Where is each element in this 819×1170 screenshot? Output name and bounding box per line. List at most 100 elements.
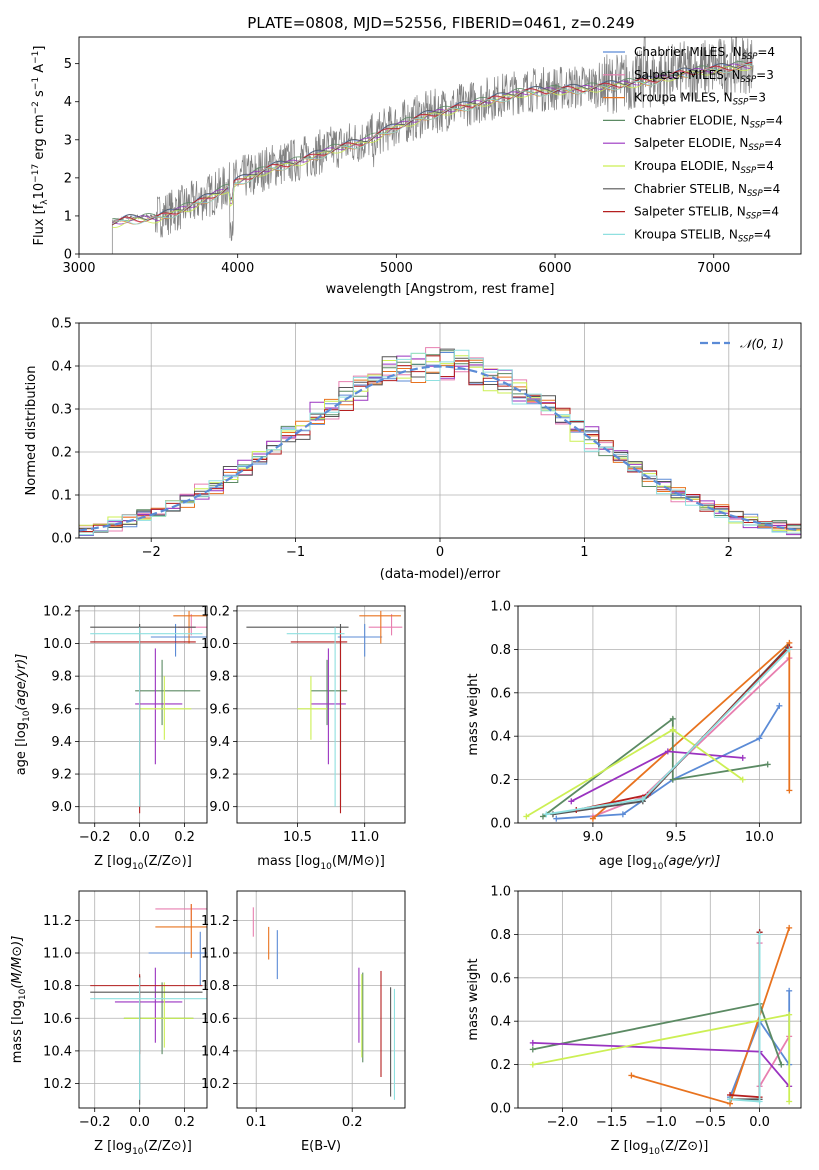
panel-mass_vs_EBV: 0.1 0.2 10.2 10.4 10.6 10.8 11.0 11.2 E(B-V) — [201, 890, 406, 1154]
x-axis-label-text: (age/yr)] — [663, 854, 720, 869]
y-tick-label: 11.2 — [201, 914, 230, 929]
mass-weight-line — [729, 932, 761, 1099]
x-axis-label-sub: 10 — [132, 862, 144, 872]
x-axis-label-text: (Z/Z⊙)] — [660, 1139, 708, 1154]
y-tick-label: 2 — [64, 171, 72, 186]
y-tick-label: 10.2 — [201, 604, 230, 619]
legend-text: =4 — [754, 227, 772, 241]
axes-frame — [517, 890, 802, 1109]
x-tick-label: −2 — [142, 545, 161, 560]
legend-label: Chabrier MILES, NSSP=4 — [634, 45, 775, 62]
x-axis-label: (data-model)/error — [380, 567, 501, 582]
legend-text: Kroupa MILES, N — [634, 91, 733, 105]
y-tick-label: 10.6 — [201, 1012, 230, 1027]
y-tick-label: 0.8 — [490, 928, 511, 943]
x-tick-label: −2.0 — [547, 1115, 579, 1130]
y-tick-label: 0.0 — [51, 532, 72, 547]
y-tick-label: 10.2 — [43, 604, 72, 619]
x-axis-label: E(B-V) — [301, 1139, 341, 1154]
x-axis-label-text: (Z/Z⊙)] — [144, 854, 192, 869]
data-spectrum-line — [111, 37, 754, 254]
y-label-text: ] — [32, 46, 47, 51]
legend-text: =3 — [756, 68, 774, 82]
y-label-text: A — [32, 64, 47, 77]
panel-residuals: −2 −1 0 1 2 0.0 0.1 0.2 0.3 0.4 0.5 (data-model)/er… — [24, 317, 802, 582]
legend-sub: SSP — [747, 189, 763, 199]
y-tick-label: 0.0 — [490, 817, 511, 832]
y-tick-label: 0.1 — [51, 489, 72, 504]
y-tick-label: 0.4 — [51, 360, 72, 375]
y-tick-label: 0 — [64, 248, 72, 263]
x-tick-label: −0.2 — [79, 1115, 111, 1130]
mass-weight-line — [532, 1002, 783, 1065]
model-line — [112, 63, 753, 225]
y-axis-label: Flux [fλ10−17 erg cm−2 s−1 A−1] — [31, 46, 50, 246]
x-tick-label: 0.2 — [342, 1115, 363, 1130]
x-axis-label: Z [log10(Z/Z⊙)] — [611, 1139, 709, 1157]
legend-sub: SSP — [750, 120, 766, 130]
legend-text: =4 — [756, 159, 774, 173]
y-tick-label: 9.8 — [51, 670, 72, 685]
legend-sub: SSP — [748, 143, 764, 153]
model-line — [112, 61, 753, 226]
legend-label: Salpeter ELODIE, NSSP=4 — [634, 136, 782, 153]
x-axis-label-sub: 10 — [652, 862, 664, 872]
plot-area — [523, 639, 793, 822]
y-axis-label: age [log10(age/yr)] — [14, 654, 32, 776]
legend-sub: SSP — [741, 166, 757, 176]
legend-text: Kroupa ELODIE, N — [634, 159, 741, 173]
x-tick-label: 10.0 — [745, 830, 774, 845]
x-tick-label: 4000 — [221, 261, 254, 276]
y-axis-label: Normed distribution — [24, 366, 39, 496]
legend-label: Chabrier ELODIE, NSSP=4 — [634, 113, 783, 130]
x-axis-label-text: age [log — [599, 854, 652, 869]
y-label-text: s — [32, 90, 47, 101]
y-label-sub: λ — [40, 199, 50, 205]
plot-area — [246, 610, 403, 814]
legend-label: 𝒩(0, 1) — [740, 337, 784, 351]
legend-label: Kroupa ELODIE, NSSP=4 — [634, 159, 774, 176]
x-tick-label: 0.0 — [129, 1115, 150, 1130]
x-axis-label-sub: 10 — [649, 1147, 661, 1157]
y-label-text: age [log — [14, 722, 29, 775]
axes-frame — [236, 890, 406, 1109]
y-label-sup: −2 — [31, 101, 41, 114]
x-tick-label: 6000 — [538, 261, 571, 276]
legend-text: Chabrier MILES, N — [634, 45, 742, 59]
y-tick-label: 9.8 — [209, 670, 230, 685]
legend-label: Kroupa STELIB, NSSP=4 — [634, 227, 771, 244]
legend-text: Salpeter STELIB, N — [634, 205, 746, 219]
x-axis-label-text: (M/M⊙)] — [332, 854, 385, 869]
legend-sub: SSP — [741, 75, 757, 85]
axes-frame — [78, 36, 802, 255]
x-tick-label: −0.2 — [79, 830, 111, 845]
y-label-text: (age/yr)] — [14, 654, 29, 711]
legend-sub: SSP — [742, 52, 758, 62]
y-tick-label: 9.2 — [209, 768, 230, 783]
y-axis-label: mass [log10(M/M⊙)] — [10, 936, 28, 1064]
y-label-text: (M/M⊙)] — [10, 936, 25, 989]
mass-weight-line — [592, 640, 791, 820]
y-label-sub: 10 — [22, 710, 32, 722]
y-tick-label: 4 — [64, 95, 72, 110]
legend-text: Salpeter ELODIE, N — [634, 136, 748, 150]
plot-area — [111, 37, 754, 254]
y-tick-label: 9.2 — [51, 768, 72, 783]
legend-text: =4 — [757, 45, 775, 59]
plot-area — [90, 904, 207, 1105]
y-tick-label: 1.0 — [490, 600, 511, 615]
x-axis-label-text: (Z/Z⊙)] — [144, 1139, 192, 1154]
y-tick-label: 0.3 — [51, 403, 72, 418]
legend-label: Chabrier STELIB, NSSP=4 — [634, 182, 780, 199]
legend-text: =3 — [748, 91, 766, 105]
y-tick-label: 0.8 — [490, 643, 511, 658]
y-label-sup: −17 — [31, 164, 41, 183]
x-tick-label: 0.0 — [749, 1115, 770, 1130]
x-tick-label: 9.5 — [666, 830, 687, 845]
panel-massweight_vs_Z: −2.0 −1.5 −1.0 −0.5 0.0 0.0 0.2 0.4 0.6 0.8 1.0 Z [… — [466, 885, 802, 1157]
x-axis-label-sub: 10 — [132, 1147, 144, 1157]
x-tick-label: 10.5 — [283, 830, 312, 845]
y-label-sup: −1 — [31, 77, 41, 90]
axes-frame — [236, 605, 406, 824]
